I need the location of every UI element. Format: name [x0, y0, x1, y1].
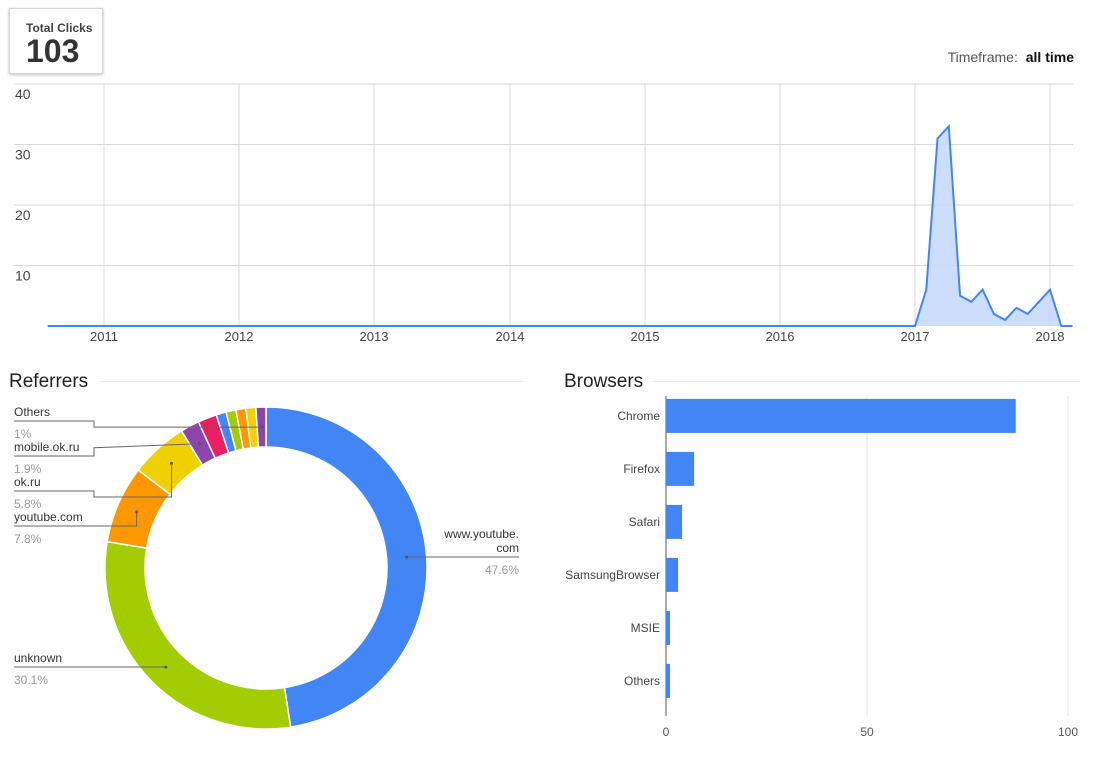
referrer-label: youtube.com	[14, 510, 83, 524]
series-area	[47, 126, 1073, 326]
total-clicks-label: Total Clicks	[26, 21, 93, 35]
x-tick-label: 2016	[766, 329, 795, 344]
referrer-percent: 1.9%	[14, 462, 42, 476]
leader-line	[14, 443, 200, 457]
x-tick-label: 2013	[360, 329, 389, 344]
browsers-title: Browsers	[564, 371, 644, 392]
referrers-rule	[99, 381, 524, 382]
browser-bar	[666, 451, 695, 486]
browser-bar	[666, 398, 1016, 433]
referrer-percent: 7.8%	[14, 532, 42, 546]
referrer-label: unknown	[14, 651, 62, 665]
y-tick-label: 10	[15, 268, 31, 284]
referrer-percent: 5.8%	[14, 497, 42, 511]
bar-x-tick-label: 50	[860, 725, 874, 739]
donut-slice	[265, 406, 428, 728]
y-tick-label: 30	[15, 147, 31, 163]
x-tick-label: 2015	[631, 329, 660, 344]
referrers-donut-chart: www.youtube.com 47.6% unknown 30.1% youtube.…	[14, 405, 519, 730]
x-tick-label: 2017	[901, 329, 930, 344]
browser-label: Firefox	[623, 462, 660, 476]
series-line	[47, 123, 1073, 327]
leader-line	[14, 463, 173, 498]
browser-label: Safari	[629, 515, 660, 529]
referrer-label: mobile.ok.ru	[14, 440, 79, 454]
browser-bar	[666, 557, 679, 592]
x-tick-label: 2012	[225, 329, 254, 344]
browser-bar	[666, 504, 683, 539]
leader-dot	[164, 665, 168, 669]
leader-dot	[260, 425, 264, 429]
timeframe-label: Timeframe:	[947, 49, 1018, 65]
browsers-rule	[652, 381, 1080, 382]
bar-x-tick-label: 0	[663, 725, 670, 739]
referrer-label: www.youtube.	[443, 527, 519, 541]
x-tick-label: 2011	[90, 329, 118, 344]
browser-bar	[666, 610, 671, 645]
y-tick-label: 20	[15, 207, 31, 223]
referrer-label: Others	[14, 405, 50, 419]
x-tick-label: 2018	[1036, 329, 1065, 344]
bar-x-tick-label: 100	[1058, 725, 1078, 739]
timeframe-selector[interactable]: Timeframe: all time	[948, 49, 1074, 65]
leader-dot	[197, 442, 201, 446]
total-clicks-value: 103	[26, 33, 80, 69]
browser-label: MSIE	[631, 621, 660, 635]
leader-dot	[405, 555, 409, 559]
leader-line	[14, 511, 138, 527]
leader-line	[14, 420, 262, 428]
referrers-title: Referrers	[9, 371, 89, 392]
leader-dot	[170, 461, 174, 465]
y-tick-label: 40	[15, 86, 31, 102]
leader-dot	[135, 510, 139, 514]
referrer-label: com	[496, 541, 519, 555]
browser-label: Others	[624, 674, 660, 688]
referrer-percent: 47.6%	[485, 563, 519, 577]
browser-label: SamsungBrowser	[565, 568, 660, 582]
browser-label: Chrome	[617, 409, 660, 423]
referrer-percent: 1%	[14, 427, 32, 441]
browser-bar	[666, 663, 671, 698]
x-tick-label: 2014	[496, 329, 525, 344]
timeframe-value[interactable]: all time	[1025, 49, 1074, 65]
total-clicks-card: Total Clicks 103	[9, 8, 103, 74]
referrer-percent: 30.1%	[14, 673, 48, 687]
referrer-label: ok.ru	[14, 475, 41, 489]
